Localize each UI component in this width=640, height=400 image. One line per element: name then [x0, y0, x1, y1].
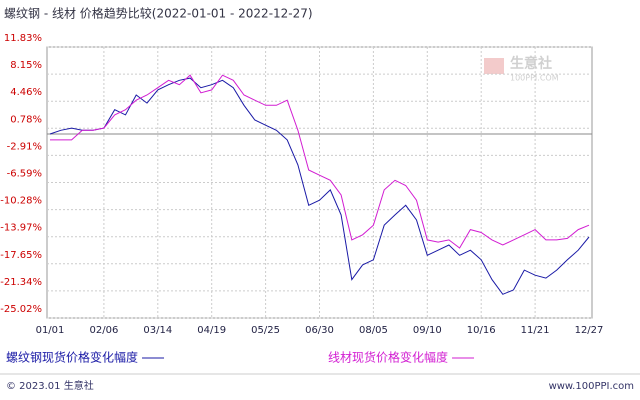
- x-tick-label: 10/16: [467, 325, 496, 336]
- x-tick-label: 04/19: [197, 325, 226, 336]
- y-tick-label: -17.65%: [0, 250, 42, 261]
- data-line: [49, 77, 590, 295]
- watermark: 生意社 100PPI.COM: [484, 55, 559, 83]
- x-tick-label: 11/21: [521, 325, 550, 336]
- chart-title: 螺纹钢 - 线材 价格趋势比较(2022-01-01 - 2022-12-27): [4, 6, 313, 21]
- x-tick-label: 12/27: [575, 325, 604, 336]
- y-tick-label: 4.46%: [10, 87, 42, 98]
- watermark-name: 生意社: [510, 55, 552, 72]
- y-tick-label: -2.91%: [7, 141, 42, 152]
- y-tick-label: -6.59%: [7, 168, 42, 179]
- y-tick-label: 0.78%: [10, 114, 42, 125]
- y-tick-label: -10.28%: [0, 196, 42, 207]
- x-tick-label: 08/05: [359, 325, 388, 336]
- y-tick-label: 11.83%: [4, 33, 42, 44]
- y-tick-label: 8.15%: [10, 60, 42, 71]
- x-tick-label: 05/25: [251, 325, 280, 336]
- data-line: [50, 74, 590, 249]
- x-tick-label: 09/10: [413, 325, 442, 336]
- x-tick-label: 01/01: [36, 325, 65, 336]
- footer-left: © 2023.01 生意社: [6, 379, 94, 392]
- x-tick-label: 03/14: [143, 325, 172, 336]
- watermark-icon: [484, 58, 504, 74]
- y-tick-label: -13.97%: [0, 223, 42, 234]
- legend-label: 螺纹钢现货价格变化幅度: [6, 350, 138, 365]
- x-tick-label: 06/30: [305, 325, 334, 336]
- legend-label: 线材现货价格变化幅度: [328, 350, 448, 365]
- watermark-site: 100PPI.COM: [510, 74, 559, 83]
- y-tick-label: -21.34%: [0, 277, 42, 288]
- footer-right: www.100PPI.com: [549, 381, 634, 392]
- y-tick-label: -25.02%: [0, 304, 42, 315]
- x-tick-label: 02/06: [89, 325, 118, 336]
